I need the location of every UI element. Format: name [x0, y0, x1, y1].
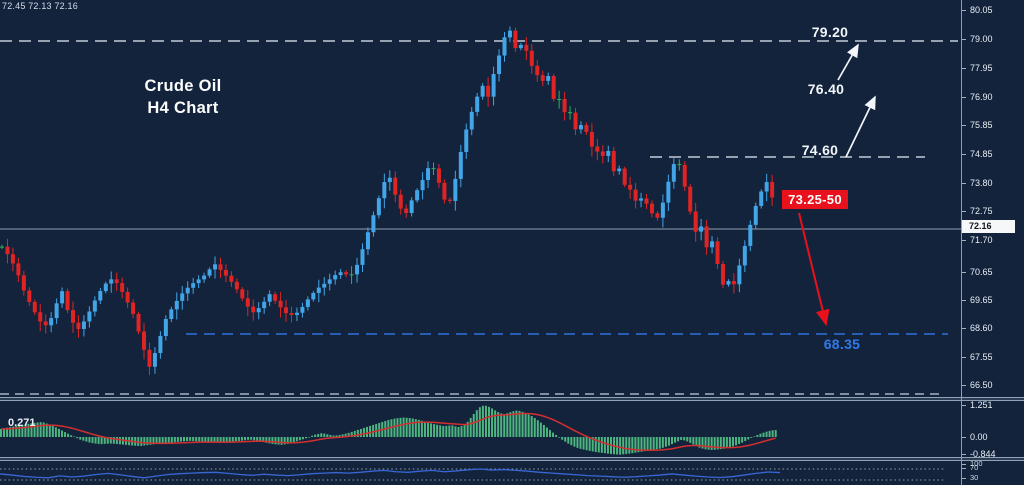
axis-tick	[962, 300, 966, 301]
axis-tick	[962, 240, 966, 241]
axis-label: 67.55	[970, 352, 993, 362]
oscillator-histogram	[0, 405, 777, 455]
axis-tick	[962, 454, 966, 455]
projection-arrow-up-1	[837, 43, 859, 81]
axis-label: 74.85	[970, 149, 993, 159]
axis-tick	[962, 437, 966, 438]
instrument-title: Crude Oil	[144, 77, 222, 95]
axis-label: 76.90	[970, 92, 993, 102]
axis-label: 69.65	[970, 295, 993, 305]
axis-tick	[962, 328, 966, 329]
panel-divider-main-oscillator[interactable]	[0, 397, 1024, 401]
axis-label: 100	[970, 459, 983, 468]
axis-label: 71.70	[970, 235, 993, 245]
axis-label: 79.00	[970, 34, 993, 44]
axis-tick	[962, 464, 966, 465]
candlesticks	[0, 26, 775, 376]
axis-tick	[962, 478, 966, 479]
target-label-76-40: 76.40	[807, 81, 845, 97]
axis-label: 1.251	[970, 400, 993, 410]
resistance-label-74-60: 74.60	[801, 142, 839, 158]
axis-label: 0.00	[970, 432, 988, 442]
supply-zone-badge: 73.25-50	[782, 190, 848, 209]
quote-readout: 72.45 72.13 72.16	[2, 1, 78, 11]
oscillator-signal-line	[0, 412, 776, 451]
axis-tick	[962, 385, 966, 386]
axis-tick	[962, 357, 966, 358]
axis-tick	[962, 125, 966, 126]
panel-divider-oscillator-rsi[interactable]	[0, 457, 1024, 461]
axis-label: 66.50	[970, 380, 993, 390]
axis-label: 72.75	[970, 206, 993, 216]
oscillator-canvas[interactable]	[0, 401, 961, 457]
chart-watermark: Crude Oil H4 Chart	[123, 75, 243, 119]
axis-tick	[962, 97, 966, 98]
breakdown-arrow-down	[798, 212, 830, 326]
axis-tick	[962, 272, 966, 273]
resistance-label-79-20: 79.20	[811, 24, 849, 40]
axis-label: 77.95	[970, 63, 993, 73]
price-chart-canvas[interactable]	[0, 0, 961, 397]
axis-label: 73.80	[970, 178, 993, 188]
axis-label: -0.844	[970, 449, 996, 459]
rsi-canvas[interactable]	[0, 461, 961, 485]
axis-tick	[962, 405, 966, 406]
support-label-68-35: 68.35	[823, 336, 861, 352]
axis-label: 70.65	[970, 267, 993, 277]
projection-arrow-up-2	[845, 95, 876, 158]
axis-tick	[962, 10, 966, 11]
current-price-tag: 72.16	[962, 220, 1015, 233]
axis-label: 80.05	[970, 5, 993, 15]
axis-label: 70	[970, 463, 979, 472]
axis-tick	[962, 211, 966, 212]
axis-tick	[962, 39, 966, 40]
axis-label: 30	[970, 473, 979, 482]
oscillator-current-value: 0.271	[8, 417, 36, 429]
axis-tick	[962, 68, 966, 69]
timeframe-title: H4 Chart	[147, 99, 219, 117]
axis-tick	[962, 183, 966, 184]
price-axis[interactable]: 72.16 80.05 79.00 77.95 76.90 75.85 74.85 73.8…	[961, 0, 1024, 485]
axis-label: 68.60	[970, 323, 993, 333]
rsi-line	[0, 468, 781, 479]
axis-tick	[962, 154, 966, 155]
axis-tick	[962, 468, 966, 469]
axis-label: 75.85	[970, 120, 993, 130]
